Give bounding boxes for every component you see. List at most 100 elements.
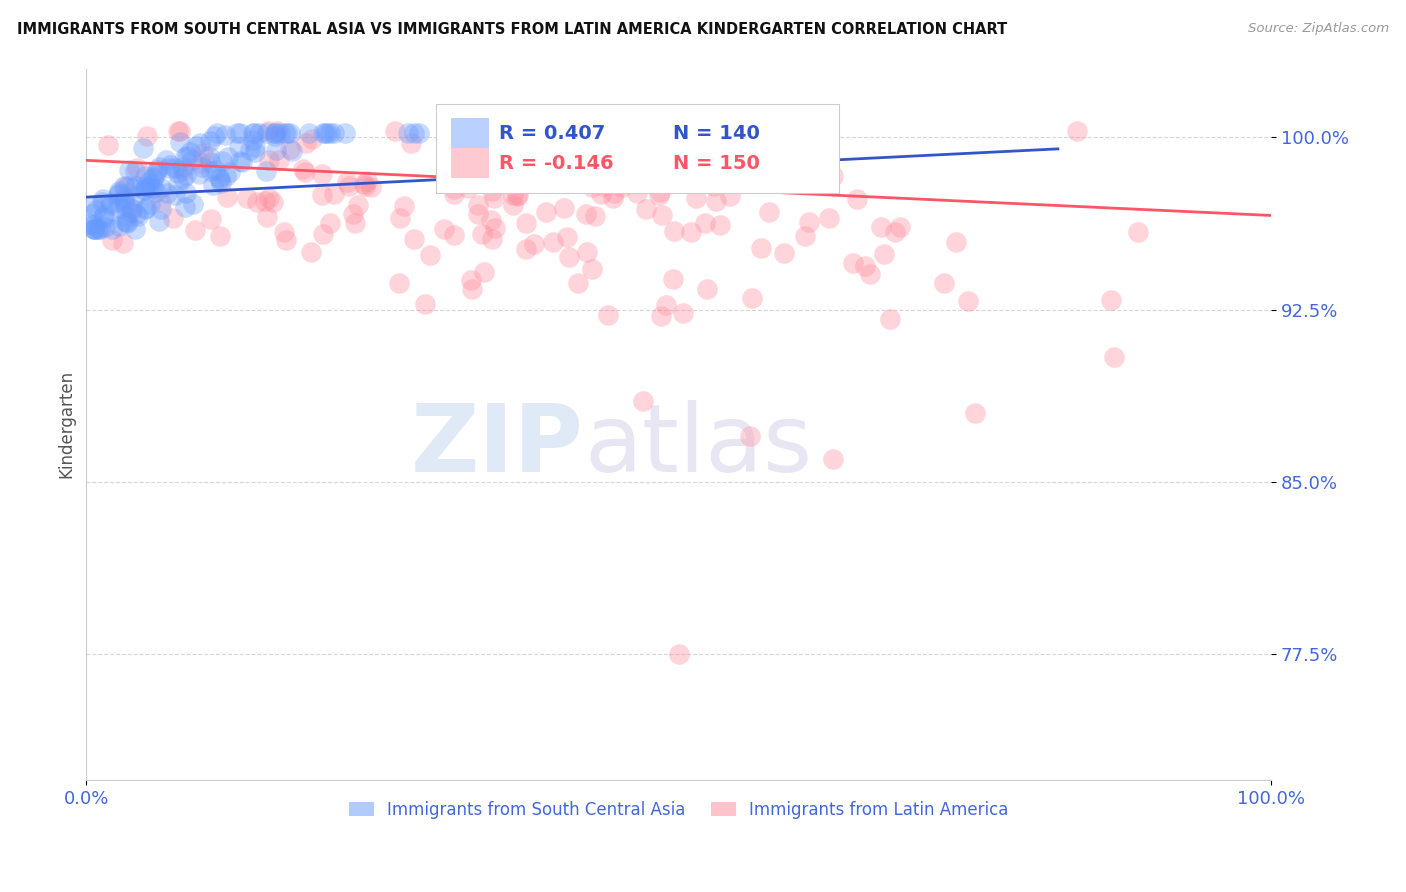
Point: [408, 126, 430, 140]
Point: [481, 184, 503, 198]
Point: [174, 169, 197, 183]
Point: [274, 233, 297, 247]
Y-axis label: Kindergarten: Kindergarten: [58, 370, 75, 478]
Point: [114, 214, 136, 228]
Point: [91, 195, 114, 210]
Point: [347, 198, 370, 212]
Point: [254, 164, 277, 178]
Point: [384, 123, 406, 137]
Point: [93, 210, 115, 224]
Point: [205, 126, 228, 140]
Point: [336, 175, 359, 189]
Point: [870, 220, 893, 235]
Point: [184, 223, 207, 237]
Point: [188, 167, 211, 181]
Point: [208, 170, 231, 185]
Point: [124, 222, 146, 236]
Point: [859, 268, 882, 282]
Point: [443, 187, 465, 202]
Point: [460, 282, 482, 296]
Point: [506, 189, 529, 203]
Point: [149, 202, 172, 217]
Point: [634, 202, 657, 216]
Point: [231, 155, 253, 169]
Point: [256, 210, 278, 224]
Point: [648, 188, 671, 202]
Point: [439, 164, 461, 178]
Point: [467, 198, 489, 212]
FancyBboxPatch shape: [436, 104, 838, 193]
Point: [91, 192, 114, 206]
Point: [704, 194, 727, 209]
Point: [443, 182, 465, 196]
Point: [855, 259, 877, 273]
Point: [179, 145, 201, 160]
Point: [315, 126, 337, 140]
Point: [217, 190, 239, 204]
Point: [610, 179, 633, 194]
Point: [93, 208, 115, 222]
Point: [457, 180, 479, 194]
Point: [419, 248, 441, 262]
Point: [668, 647, 690, 661]
Point: [243, 126, 266, 140]
Point: [591, 186, 613, 201]
Point: [312, 227, 335, 242]
Point: [214, 128, 236, 143]
Point: [242, 133, 264, 147]
FancyBboxPatch shape: [451, 119, 489, 148]
Point: [83, 222, 105, 236]
Point: [200, 211, 222, 226]
Point: [650, 309, 672, 323]
Point: [695, 216, 717, 230]
Point: [172, 163, 194, 178]
Point: [932, 276, 955, 290]
Point: [292, 162, 315, 177]
Point: [124, 189, 146, 203]
Point: [110, 202, 132, 216]
Point: [193, 145, 215, 160]
Point: [145, 185, 167, 199]
Point: [467, 207, 489, 221]
Point: [353, 177, 375, 191]
Point: [555, 230, 578, 244]
Point: [581, 262, 603, 277]
Point: [741, 291, 763, 305]
Point: [94, 220, 117, 235]
Point: [211, 154, 233, 169]
Point: [703, 179, 725, 194]
Point: [257, 153, 280, 167]
Point: [157, 161, 180, 176]
Point: [127, 161, 149, 175]
Point: [97, 138, 120, 153]
Point: [267, 153, 290, 167]
Point: [276, 126, 298, 140]
Point: [879, 311, 901, 326]
Point: [215, 169, 238, 184]
Point: [536, 205, 558, 219]
Point: [823, 169, 845, 183]
Point: [142, 170, 165, 185]
Point: [460, 273, 482, 287]
Point: [278, 142, 301, 156]
Legend: Immigrants from South Central Asia, Immigrants from Latin America: Immigrants from South Central Asia, Immi…: [342, 794, 1015, 825]
Text: N = 140: N = 140: [672, 124, 759, 143]
Point: [134, 182, 156, 196]
Point: [146, 162, 169, 177]
Point: [889, 219, 911, 234]
Point: [202, 128, 225, 143]
Point: [471, 227, 494, 241]
Point: [479, 213, 502, 227]
Point: [651, 209, 673, 223]
Point: [165, 161, 187, 175]
Point: [583, 209, 606, 223]
Point: [603, 186, 626, 201]
Point: [218, 164, 240, 178]
Point: [402, 232, 425, 246]
FancyBboxPatch shape: [451, 148, 489, 178]
Point: [173, 150, 195, 164]
Point: [567, 276, 589, 290]
Point: [117, 215, 139, 229]
Point: [253, 194, 276, 209]
Text: R = 0.407: R = 0.407: [499, 124, 605, 143]
